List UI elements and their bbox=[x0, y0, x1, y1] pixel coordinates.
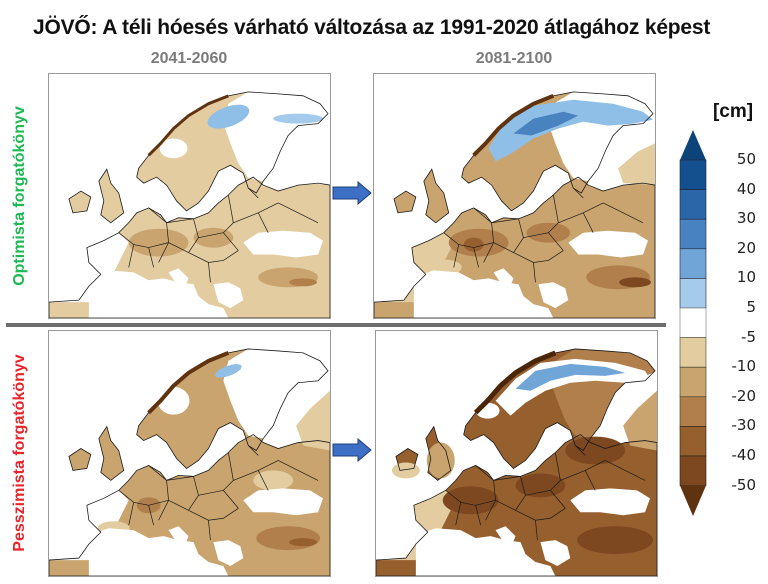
right-arrow-icon bbox=[332, 438, 372, 462]
scenario-label-optimistic: Optimista forgatókönyv bbox=[11, 106, 28, 286]
colorbar-tick: 20 bbox=[736, 239, 756, 257]
row-separator bbox=[6, 323, 666, 327]
colorbar bbox=[679, 130, 707, 516]
page-title: JÖVŐ: A téli hóesés várható változása az… bbox=[33, 16, 711, 39]
colorbar-tick: 5 bbox=[746, 298, 756, 316]
colorbar-tick: 10 bbox=[736, 268, 756, 286]
map-optimistic-2081-2100 bbox=[373, 73, 656, 319]
colorbar-tick: -30 bbox=[731, 416, 757, 434]
period-label-2041-2060: 2041-2060 bbox=[150, 50, 228, 67]
colorbar-tick: -5 bbox=[741, 328, 756, 346]
colorbar-tick: 30 bbox=[736, 209, 756, 227]
scenario-label-pessimistic: Pesszimista forgatókönyv bbox=[11, 354, 28, 552]
colorbar-tick: -10 bbox=[731, 357, 757, 375]
map-optimistic-2041-2060 bbox=[48, 73, 331, 319]
right-arrow-icon bbox=[332, 181, 372, 205]
colorbar-tick: 40 bbox=[736, 180, 756, 198]
map-pessimistic-2081-2100 bbox=[375, 330, 658, 577]
colorbar-unit: [cm] bbox=[712, 101, 754, 122]
colorbar-tick: -50 bbox=[731, 476, 757, 494]
colorbar-tick: -40 bbox=[731, 446, 757, 464]
period-label-2081-2100: 2081-2100 bbox=[475, 50, 553, 67]
colorbar-tick: -20 bbox=[731, 387, 757, 405]
colorbar-tick: 50 bbox=[736, 150, 756, 168]
map-pessimistic-2041-2060 bbox=[48, 330, 331, 577]
